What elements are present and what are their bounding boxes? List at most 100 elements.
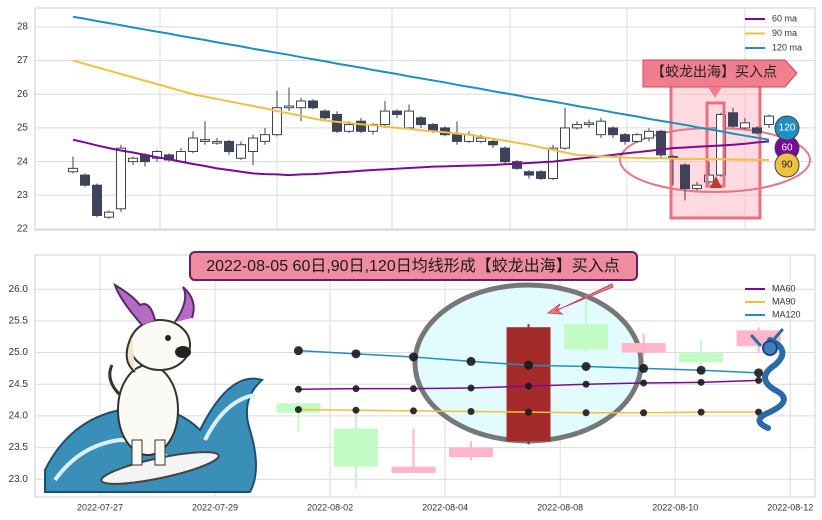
candle-body [608, 127, 618, 136]
annotation-arrow [642, 59, 798, 88]
ma-line [72, 15, 770, 141]
ma-point [351, 349, 361, 359]
candle-body [512, 161, 522, 169]
candle-body [392, 110, 402, 115]
ma-point [294, 385, 302, 393]
candle-body [596, 120, 606, 136]
candle-body [380, 110, 390, 126]
ma-point [352, 385, 360, 393]
candle-body [728, 112, 738, 127]
ma-point [640, 379, 648, 387]
candle-body [680, 164, 690, 190]
annotation-text: 【蛟龙出海】买入点 [651, 64, 777, 80]
dog-illustration [44, 282, 264, 493]
ma-line [72, 138, 770, 177]
candle-body [524, 171, 534, 176]
end-badge [774, 152, 800, 178]
candle-body [449, 447, 494, 458]
y-tick-label: 27 [17, 55, 29, 66]
highlight-ellipse [619, 127, 811, 193]
candle-body [272, 107, 282, 136]
candle-body [584, 122, 594, 126]
candle-body [764, 115, 774, 126]
candle-body [656, 130, 666, 156]
ma-point [582, 380, 590, 388]
x-tick-label: 2022-08-04 [422, 502, 468, 512]
ma-point [581, 361, 591, 371]
ma-point [639, 363, 649, 373]
ma-point [409, 407, 417, 415]
candle-body [644, 130, 654, 139]
end-badge-label: 60 [781, 143, 793, 154]
candle-body [572, 124, 582, 129]
ma-point [640, 409, 648, 417]
candle-body [356, 120, 366, 132]
y-tick-label: 24.0 [9, 411, 29, 422]
x-tick-label: 2022-07-29 [192, 502, 238, 512]
ma-point [408, 352, 418, 362]
signal-triangle [710, 176, 722, 188]
x-tick-label: 2022-07-27 [77, 502, 123, 512]
candle-body [92, 184, 102, 217]
candle-body [200, 139, 210, 142]
ma-point [467, 384, 475, 392]
y-tick-label: 26.0 [9, 284, 29, 295]
candle-body [68, 167, 78, 173]
pointer-arrow [546, 283, 614, 315]
candle-body [476, 137, 486, 142]
candle-body [704, 174, 714, 183]
ma-point [294, 406, 302, 414]
candle-body [104, 211, 114, 218]
chart-title: 2022-08-05 60日,90日,120日均线形成【蛟龙出海】买入点 [206, 257, 619, 275]
ma-point [697, 378, 705, 386]
candle-body [260, 134, 270, 142]
dragon-illustration [750, 328, 787, 431]
ma-point [409, 385, 417, 393]
candle-body [620, 134, 630, 142]
candle-body [188, 137, 198, 153]
ma-point [466, 356, 476, 366]
end-badge-label: 120 [779, 123, 796, 134]
legend-label: 90 ma [772, 28, 797, 38]
y-tick-label: 23.0 [9, 474, 29, 485]
candle-body [536, 171, 546, 179]
legend-label: 60 ma [772, 13, 797, 23]
candle-body [391, 466, 436, 473]
candle-body [248, 137, 258, 153]
x-tick-label: 2022-08-12 [767, 502, 813, 512]
y-tick-label: 24 [17, 156, 29, 167]
x-tick-label: 2022-08-02 [307, 502, 353, 512]
y-tick-label: 24.5 [9, 379, 29, 390]
ma-point [582, 409, 590, 417]
candle-body [564, 324, 609, 350]
candle-body [296, 100, 306, 109]
x-tick-label: 2022-08-08 [537, 502, 583, 512]
candle-body [692, 184, 702, 190]
y-tick-label: 26 [17, 89, 29, 100]
ma-point [525, 408, 533, 416]
candle-body [236, 144, 246, 159]
title-box [189, 251, 638, 281]
y-tick-label: 25 [17, 123, 29, 134]
candle-body [284, 105, 294, 109]
candle-body [416, 117, 426, 126]
ma-point [754, 368, 764, 378]
ma-point [696, 365, 706, 375]
candle-body [452, 134, 462, 142]
highlight-box [669, 83, 762, 220]
candle-body [404, 110, 414, 129]
ma-point [524, 360, 534, 370]
legend-label: MA90 [772, 296, 796, 306]
candle-body [116, 147, 126, 210]
annotation-pointer [708, 87, 722, 98]
x-tick-label: 2022-08-10 [652, 502, 698, 512]
y-tick-label: 22 [17, 224, 29, 235]
candle-body [560, 127, 570, 149]
y-tick-label: 25.0 [9, 347, 29, 358]
candle-body [621, 343, 666, 353]
candle-body [500, 147, 510, 163]
ma-point [525, 382, 533, 390]
candle-body [333, 428, 378, 467]
candle-body [308, 100, 318, 109]
